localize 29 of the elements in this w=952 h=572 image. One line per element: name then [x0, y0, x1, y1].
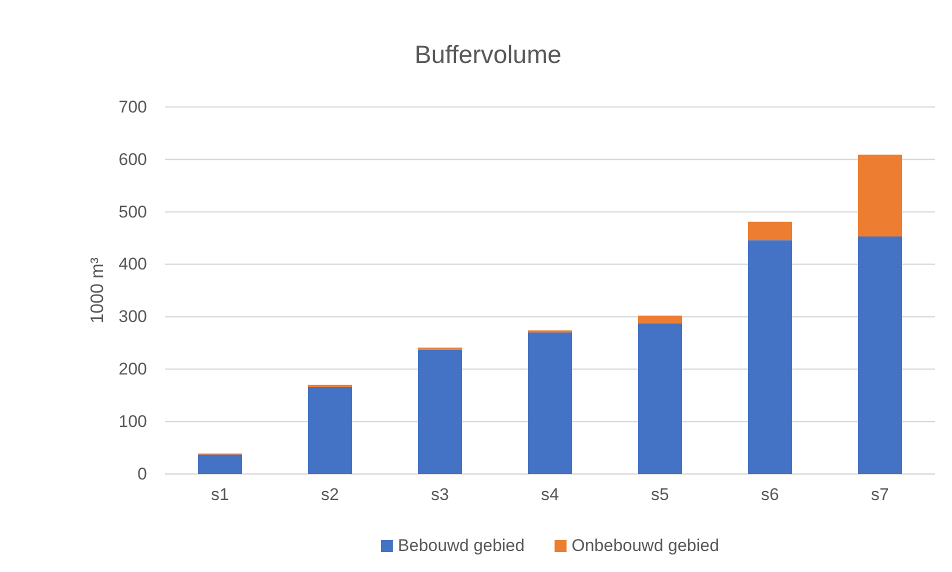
bar — [638, 316, 682, 324]
y-tick-label: 400 — [118, 254, 147, 274]
y-tick-label: 500 — [118, 202, 147, 222]
legend-label: Bebouwd gebied — [398, 536, 525, 555]
bar — [418, 350, 462, 474]
y-tick-label: 200 — [118, 360, 147, 379]
bar — [748, 240, 792, 474]
bar — [858, 154, 902, 236]
chart-title: Buffervolume — [414, 41, 562, 69]
bar — [198, 454, 242, 474]
y-axis-title: 1000 m³ — [87, 257, 107, 324]
bar — [638, 324, 682, 474]
x-tick-label: s4 — [541, 485, 559, 504]
x-tick-label: s3 — [431, 485, 449, 504]
y-tick-label: 700 — [118, 97, 147, 116]
y-tick-label: 0 — [138, 464, 147, 484]
x-tick-label: s2 — [321, 485, 339, 504]
bar — [308, 386, 352, 474]
legend-label: Onbebouwd gebied — [572, 536, 720, 555]
y-tick-label: 100 — [118, 412, 147, 432]
x-tick-label: s5 — [651, 485, 669, 504]
y-tick-label: 600 — [118, 150, 147, 169]
bar — [528, 332, 572, 474]
x-tick-label: s1 — [211, 485, 229, 504]
x-tick-label: s6 — [761, 485, 779, 504]
y-tick-label: 300 — [118, 307, 147, 326]
bar — [748, 222, 792, 240]
x-tick-label: s7 — [871, 485, 889, 504]
bar — [858, 236, 902, 474]
